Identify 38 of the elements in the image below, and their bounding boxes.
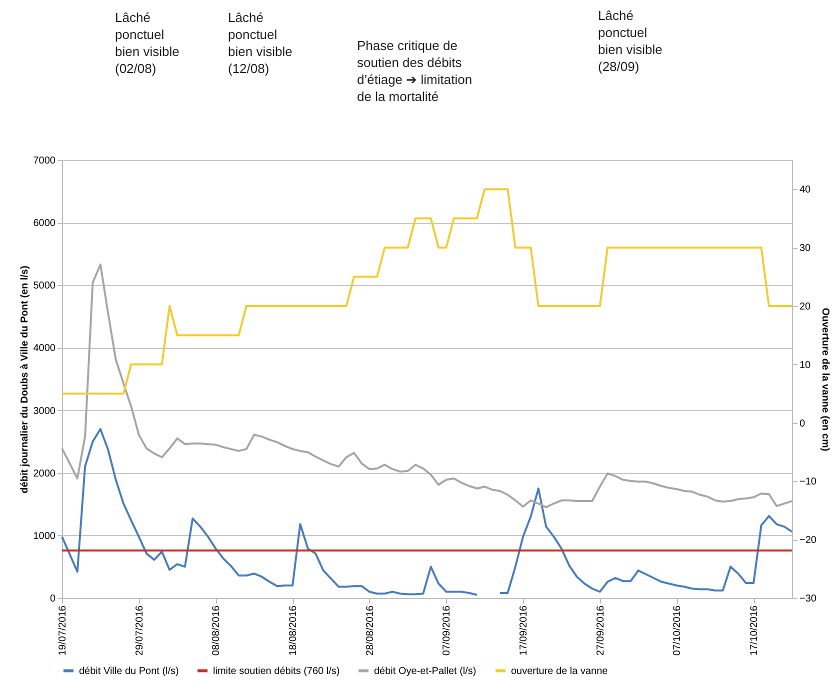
y-tick-label: 7000 xyxy=(33,156,56,166)
line-series xyxy=(61,263,793,508)
y2-axis-title: Ouverture de la vanne (en cm) xyxy=(819,308,830,452)
x-tick-label: 17/10/2016 xyxy=(749,605,760,656)
legend-label: débit Oye-et-Pallet (l/s) xyxy=(374,666,476,677)
legend-label: débit Ville du Pont (l/s) xyxy=(79,666,179,677)
y-tick-label: 6000 xyxy=(33,218,56,230)
y2-tick-label: 20 xyxy=(800,302,812,312)
y2-tick-label: 0 xyxy=(800,418,806,430)
y2-tick-label: 30 xyxy=(800,243,812,254)
y2-tick-label: −10 xyxy=(800,476,817,488)
x-tick-label: 27/09/2016 xyxy=(595,605,606,656)
legend-label: limite soutien débits (760 l/s) xyxy=(213,666,340,677)
text: Phase critique de soutien des débits d’étiage ➔ limitation de la mortalité xyxy=(357,38,472,104)
x-tick-label: 29/07/2016 xyxy=(134,605,146,656)
text: Lâché ponctuel bien visible (02/08) xyxy=(115,10,180,76)
text: Lâché ponctuel bien visible (12/08) xyxy=(228,10,292,76)
x-tick-label: 19/07/2016 xyxy=(58,605,68,656)
x-tick-label: 08/08/2016 xyxy=(211,605,222,656)
y-tick-label: 4000 xyxy=(33,343,56,354)
legend-label: ouverture de la vanne xyxy=(511,666,608,677)
y2-tick-label: −30 xyxy=(800,594,817,604)
y2-tick-label: 10 xyxy=(800,360,812,371)
y-tick-label: 0 xyxy=(50,594,56,604)
x-tick-label: 07/10/2016 xyxy=(672,605,684,656)
y-axis-title: débit journalier du Doubs à Ville du Pont (en l/s) xyxy=(19,266,30,494)
x-tick-label: 18/08/2016 xyxy=(288,605,300,656)
y2-tick-label: 40 xyxy=(800,184,812,196)
y2-tick-label: −20 xyxy=(800,535,817,546)
y-tick-label: 2000 xyxy=(33,468,56,480)
y-tick-label: 1000 xyxy=(33,530,56,542)
x-tick-label: 28/08/2016 xyxy=(364,605,376,656)
y-tick-label: 3000 xyxy=(33,406,56,417)
x-tick-label: 07/09/2016 xyxy=(442,605,453,656)
y-tick-label: 5000 xyxy=(33,280,56,292)
line-series xyxy=(61,188,793,395)
text: Lâché ponctuel bien visible (28/09) xyxy=(598,8,662,74)
x-tick-label: 17/09/2016 xyxy=(518,605,530,656)
